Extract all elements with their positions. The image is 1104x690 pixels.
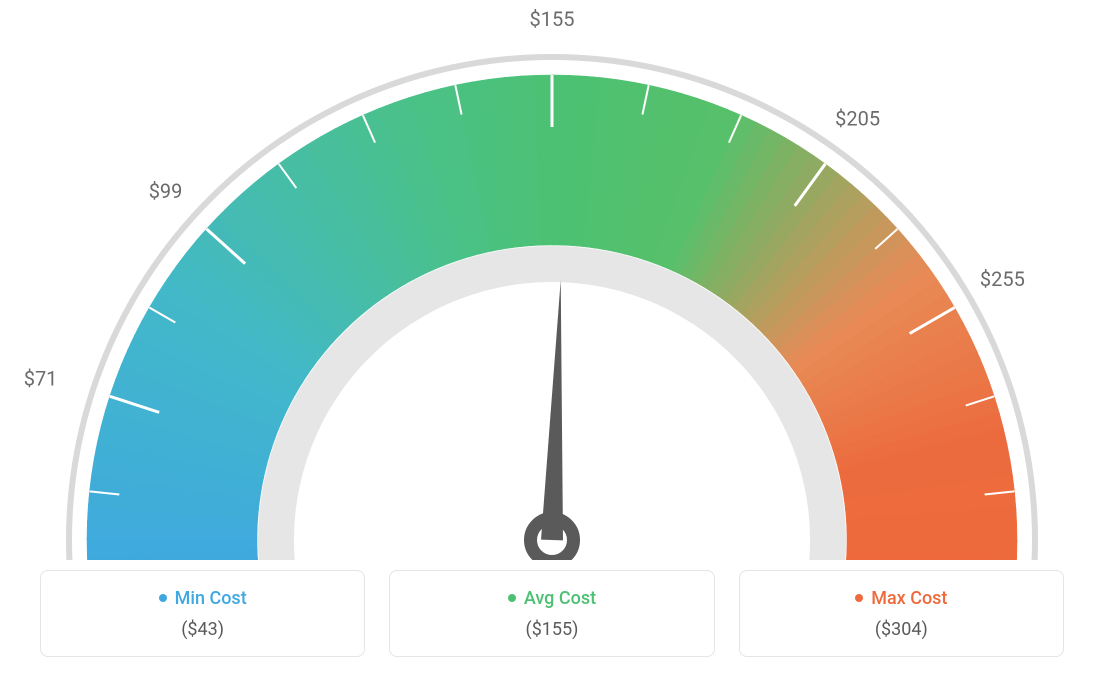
tick-label: $99 [149, 179, 183, 203]
legend-card-avg-cost: Avg Cost ($155) [389, 570, 714, 657]
tick-label: $205 [835, 106, 880, 130]
gauge-svg: $43$71$99$155$205$255$304 [0, 0, 1104, 560]
legend-title: Max Cost [855, 588, 947, 609]
legend-row: Min Cost ($43) Avg Cost ($155) Max Cost ($304… [0, 570, 1104, 657]
tick-label: $71 [24, 366, 58, 390]
legend-title: Min Cost [159, 588, 247, 609]
legend-title: Avg Cost [508, 588, 596, 609]
legend-value: ($43) [49, 619, 356, 640]
legend-dot [159, 594, 167, 602]
cost-gauge: $43$71$99$155$205$255$304 [0, 0, 1104, 560]
tick-label: $255 [980, 267, 1025, 291]
legend-dot [855, 594, 863, 602]
legend-card-min-cost: Min Cost ($43) [40, 570, 365, 657]
needle [541, 280, 563, 540]
legend-card-max-cost: Max Cost ($304) [739, 570, 1064, 657]
tick-label: $155 [530, 7, 575, 31]
legend-value: ($155) [398, 619, 705, 640]
legend-dot [508, 594, 516, 602]
legend-value: ($304) [748, 619, 1055, 640]
